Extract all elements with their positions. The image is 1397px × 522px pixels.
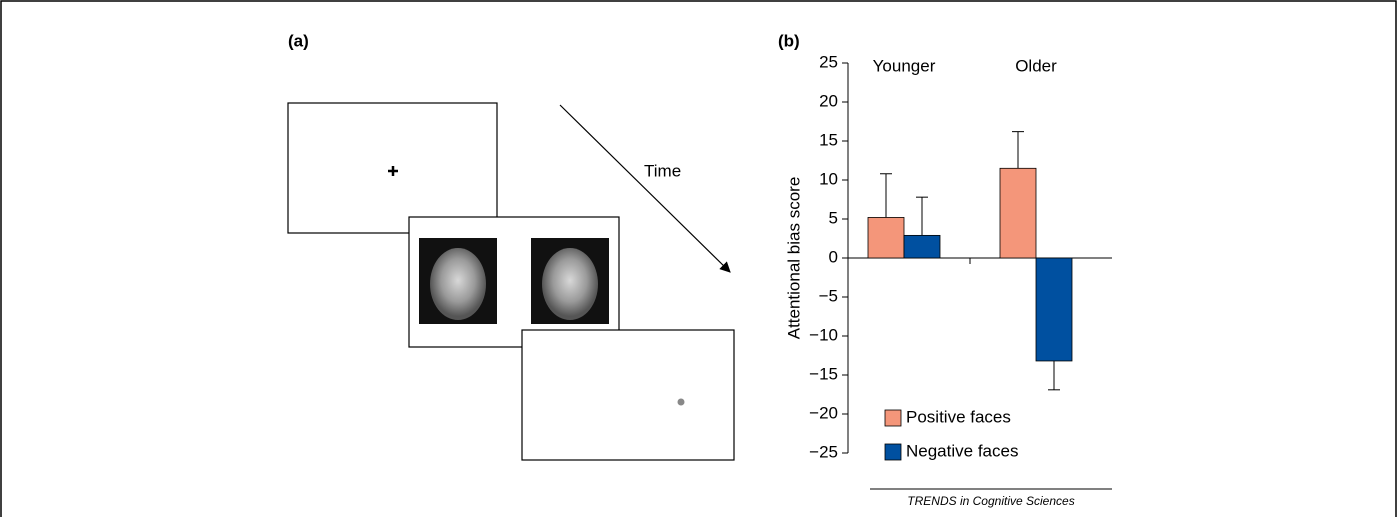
- legend-swatch: [884, 409, 902, 427]
- panel-label: (b): [778, 31, 800, 50]
- probe-dot: [677, 398, 685, 406]
- panel-label: (a): [288, 31, 309, 50]
- y-tick-label: −25: [809, 442, 838, 461]
- bar: [903, 234, 941, 259]
- y-tick-label: 20: [819, 91, 838, 110]
- y-tick-label: −10: [809, 325, 838, 344]
- legend-label: Positive faces: [906, 407, 1011, 426]
- face-image: [430, 248, 486, 320]
- y-tick-label: −15: [809, 364, 838, 383]
- y-tick-label: 25: [819, 52, 838, 71]
- category-label: Older: [1015, 56, 1057, 75]
- y-tick-label: −20: [809, 403, 838, 422]
- source: TRENDS in Cognitive Sciences: [907, 494, 1074, 508]
- bar: [867, 217, 905, 259]
- y-axis-label: Attentional bias score: [784, 177, 803, 340]
- time-label: Time: [644, 161, 681, 180]
- y-tick-label: 5: [829, 208, 838, 227]
- y-tick-label: 10: [819, 169, 838, 188]
- category-label: Younger: [873, 56, 936, 75]
- trial-diagram: [287, 102, 735, 461]
- legend-swatch: [884, 443, 902, 461]
- y-tick-label: 0: [829, 247, 838, 266]
- time-arrow: [559, 104, 731, 273]
- y-tick-label: 15: [819, 130, 838, 149]
- legend-label: Negative faces: [906, 441, 1018, 460]
- fixation-cross: [388, 166, 398, 176]
- y-tick-label: −5: [819, 286, 838, 305]
- probe-screen: [521, 329, 735, 461]
- face-image: [542, 248, 598, 320]
- bar: [1035, 257, 1073, 362]
- bar: [999, 167, 1037, 259]
